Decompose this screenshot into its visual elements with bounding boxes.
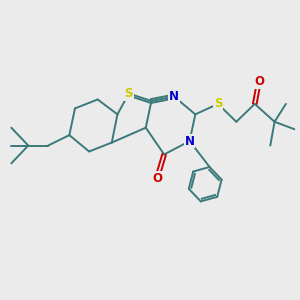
Text: O: O <box>254 75 264 88</box>
Text: N: N <box>184 135 195 148</box>
Text: N: N <box>169 90 179 103</box>
Text: O: O <box>152 172 162 185</box>
Text: S: S <box>214 98 222 110</box>
Text: S: S <box>124 87 133 100</box>
